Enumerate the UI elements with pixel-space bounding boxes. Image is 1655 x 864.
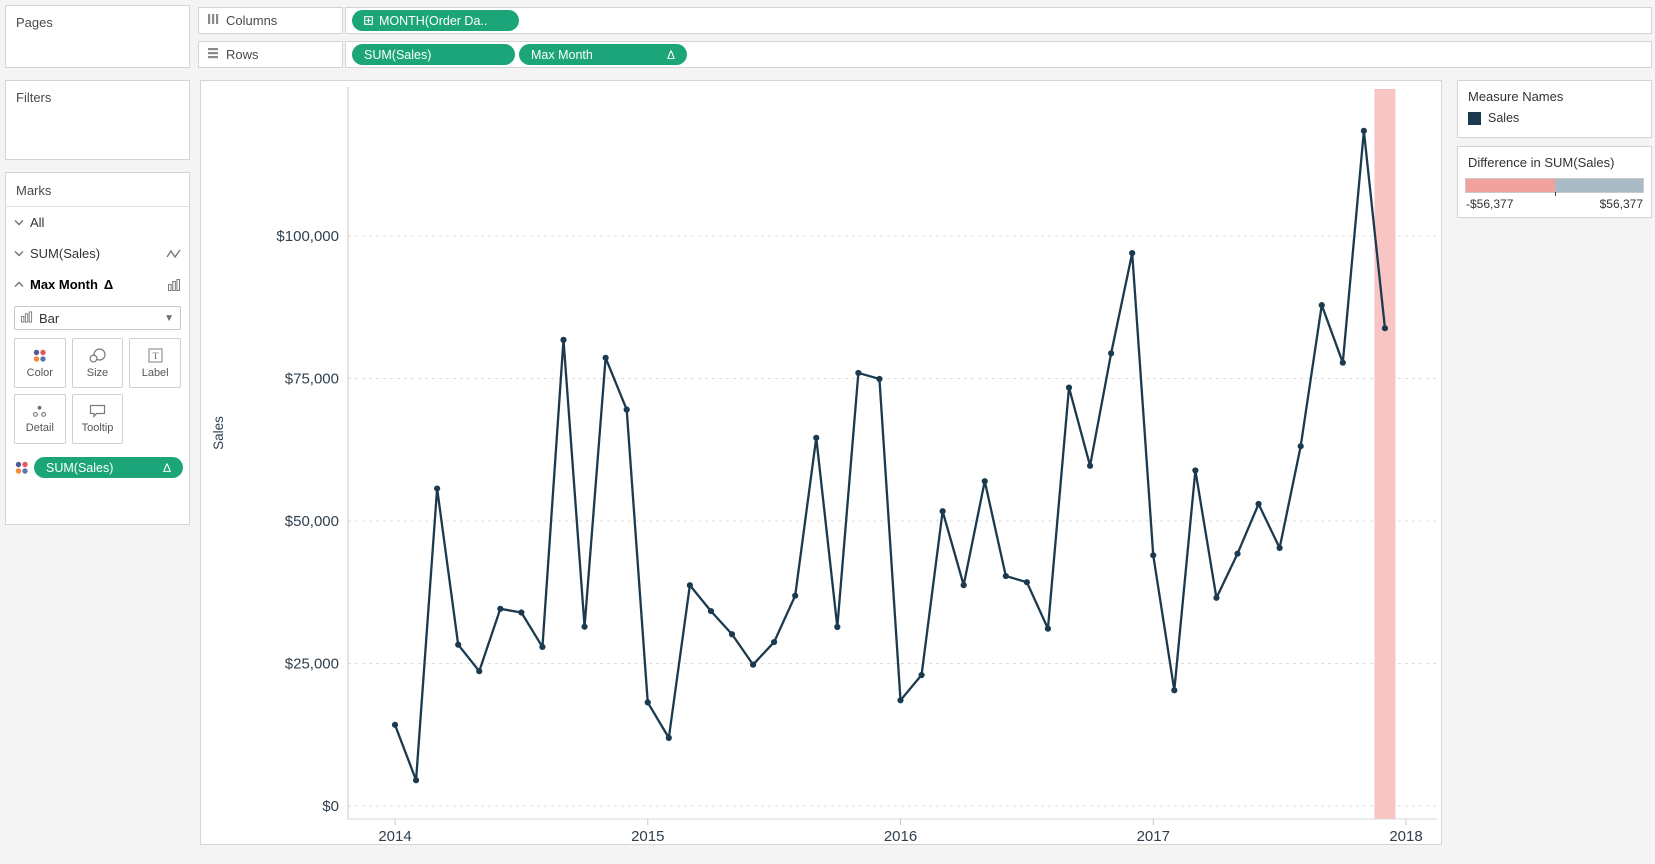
columns-shelf[interactable]: MONTH(Order Da.. <box>345 7 1652 34</box>
difference-color-legend: Difference in SUM(Sales) -$56,377 $56,37… <box>1457 146 1652 218</box>
pill-label: MONTH(Order Da.. <box>379 13 488 28</box>
columns-icon <box>207 13 219 28</box>
difference-legend-title: Difference in SUM(Sales) <box>1468 155 1615 170</box>
label-button[interactable]: T Label <box>129 338 181 388</box>
svg-text:$100,000: $100,000 <box>276 228 339 245</box>
mark-type-value: Bar <box>39 310 60 326</box>
svg-text:$75,000: $75,000 <box>285 371 339 388</box>
marks-card-all-label: All <box>30 215 45 230</box>
rows-shelf-header: Rows <box>198 41 343 68</box>
color-button[interactable]: Color <box>14 338 66 388</box>
color-dots-icon <box>15 461 28 474</box>
tooltip-button[interactable]: Tooltip <box>71 394 124 444</box>
bar-mark-icon <box>21 310 33 326</box>
legend-item-sales[interactable]: Sales <box>1458 104 1651 125</box>
svg-text:$0: $0 <box>322 798 339 815</box>
detail-button-label: Detail <box>25 421 54 434</box>
pill-sum-sales[interactable]: SUM(Sales) <box>352 44 515 65</box>
negative-gradient-half <box>1466 179 1555 192</box>
size-button[interactable]: Size <box>71 338 124 388</box>
svg-text:T: T <box>152 352 158 362</box>
marks-card-max-month[interactable]: Max Month Δ <box>6 269 189 300</box>
svg-text:$25,000: $25,000 <box>285 656 339 673</box>
columns-shelf-label: Columns <box>226 13 278 28</box>
pages-label: Pages <box>16 15 53 30</box>
pages-shelf[interactable]: Pages <box>5 5 190 68</box>
tooltip-button-label: Tooltip <box>81 422 114 434</box>
pill-month-order-date[interactable]: MONTH(Order Da.. <box>352 10 519 31</box>
chevron-down-icon <box>14 250 30 257</box>
detail-button[interactable]: Detail <box>14 394 66 444</box>
pill-max-month[interactable]: Max Month Δ <box>519 44 687 65</box>
filters-shelf[interactable]: Filters <box>5 80 190 160</box>
svg-text:2017: 2017 <box>1137 828 1170 841</box>
measure-names-legend: Measure Names Sales <box>1457 80 1652 138</box>
svg-text:2015: 2015 <box>631 828 664 841</box>
rows-shelf-label: Rows <box>226 47 259 62</box>
svg-text:2014: 2014 <box>378 828 411 841</box>
difference-min-label: -$56,377 <box>1466 197 1514 211</box>
chevron-down-icon <box>14 219 30 226</box>
marks-card-max-month-label: Max Month <box>30 277 98 292</box>
detail-dots-icon <box>33 405 47 417</box>
pill-label: Max Month <box>531 47 593 62</box>
marks-card-sum-sales-label: SUM(Sales) <box>30 246 101 261</box>
chevron-down-icon: ▼ <box>164 312 174 324</box>
size-circles-icon <box>89 347 106 363</box>
marks-card-all[interactable]: All <box>6 207 189 238</box>
mark-type-dropdown[interactable]: Bar ▼ <box>14 306 181 330</box>
svg-text:Sales: Sales <box>211 416 226 450</box>
sales-chart-svg[interactable]: $0 $25,000 $50,000 $75,000 $100,000 2014 2015 2… <box>201 81 1441 845</box>
difference-gradient[interactable] <box>1465 178 1644 196</box>
delta-symbol: Δ <box>103 277 114 292</box>
color-button-label: Color <box>26 366 53 379</box>
rows-icon <box>207 47 219 62</box>
filters-label: Filters <box>16 90 52 105</box>
marks-card-sum-sales[interactable]: SUM(Sales) <box>6 238 189 269</box>
tooltip-bubble-icon <box>89 404 106 418</box>
svg-text:2016: 2016 <box>884 828 917 841</box>
squared-plus-icon <box>364 14 373 28</box>
line-mark-icon <box>166 248 181 259</box>
columns-shelf-header: Columns <box>198 7 343 34</box>
pill-label: SUM(Sales) <box>364 47 432 62</box>
delta-symbol: Δ <box>666 47 675 62</box>
difference-max-label: $56,377 <box>1599 197 1643 211</box>
marks-panel: Marks All SUM(Sales) Max Month Δ <box>5 172 190 525</box>
delta-symbol: Δ <box>162 460 171 475</box>
svg-text:$50,000: $50,000 <box>285 513 339 530</box>
label-t-icon: T <box>148 347 163 363</box>
svg-text:2018: 2018 <box>1389 828 1422 841</box>
encoding-pill-sum-sales[interactable]: SUM(Sales) Δ <box>34 457 183 478</box>
encoding-pill-label: SUM(Sales) <box>46 460 114 475</box>
rows-shelf[interactable]: SUM(Sales) Max Month Δ <box>345 41 1652 68</box>
measure-names-title: Measure Names <box>1468 89 1564 104</box>
label-button-label: Label <box>141 366 169 379</box>
color-dots-icon <box>34 349 47 362</box>
gradient-center-tick <box>1554 192 1556 196</box>
bar-mark-icon <box>168 278 181 291</box>
chart-area[interactable]: $0 $25,000 $50,000 $75,000 $100,000 2014 2015 2… <box>200 80 1442 845</box>
size-button-label: Size <box>86 366 109 379</box>
legend-item-label: Sales <box>1488 111 1520 125</box>
marks-title: Marks <box>6 173 189 207</box>
chevron-up-icon <box>14 281 30 288</box>
sales-color-swatch <box>1468 111 1481 125</box>
positive-gradient-half <box>1554 179 1643 192</box>
